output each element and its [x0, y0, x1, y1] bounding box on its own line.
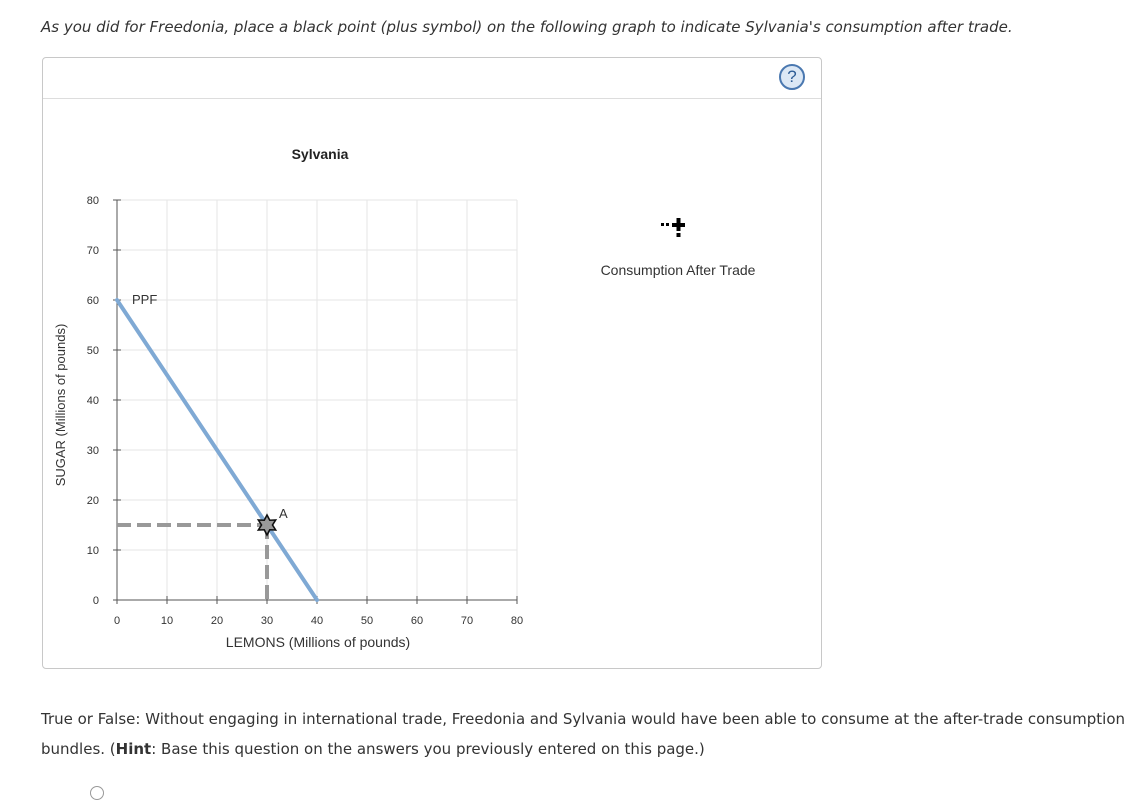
y-axis-label: SUGAR (Millions of pounds) — [53, 324, 68, 487]
plus-icon-vertical — [676, 218, 681, 231]
help-button[interactable]: ? — [779, 64, 805, 90]
point-guides — [117, 523, 269, 600]
x-tick-label-30: 30 — [261, 615, 273, 627]
question-text-start: True or False: Without engaging in inter… — [41, 710, 1126, 758]
point-marker-A[interactable] — [256, 513, 278, 537]
data-points[interactable]: A — [256, 506, 288, 537]
x-tick-label-50: 50 — [361, 615, 373, 627]
y-tick-label-40: 40 — [87, 395, 99, 407]
y-tick-label-30: 30 — [87, 445, 99, 457]
grid-lines — [117, 199, 518, 600]
true-false-question: True or False: Without engaging in inter… — [41, 704, 1141, 764]
y-tick-label-20: 20 — [87, 495, 99, 507]
plus-symbol-tool[interactable] — [661, 218, 685, 237]
y-tick-label-80: 80 — [87, 195, 99, 207]
plus-icon-tail — [676, 233, 681, 237]
plus-tool-dot-left — [661, 223, 664, 226]
symbol-palette[interactable]: Consumption After Trade — [601, 218, 756, 278]
hint-label: Hint — [115, 740, 152, 758]
x-tick-label-0: 0 — [114, 615, 120, 627]
plus-tool-dot-right — [666, 223, 669, 226]
point-label-A: A — [279, 506, 288, 521]
x-tick-label-70: 70 — [461, 615, 473, 627]
x-tick-label-80: 80 — [511, 615, 523, 627]
x-tick-label-20: 20 — [211, 615, 223, 627]
palette-label-consumption-after-trade: Consumption After Trade — [601, 262, 756, 278]
question-text-end: : Base this question on the answers you … — [151, 740, 705, 758]
ppf-label: PPF — [132, 292, 157, 307]
y-tick-label-10: 10 — [87, 545, 99, 557]
series-lines: PPF — [115, 292, 319, 602]
y-tick-label-50: 50 — [87, 345, 99, 357]
x-tick-label-40: 40 — [311, 615, 323, 627]
x-axis-label: LEMONS (Millions of pounds) — [226, 634, 410, 650]
y-tick-label-60: 60 — [87, 295, 99, 307]
instruction-text: As you did for Freedonia, place a black … — [41, 18, 1013, 36]
x-tick-label-60: 60 — [411, 615, 423, 627]
graph-panel: ? 0 10 20 30 40 50 60 70 80 0 10 20 30 40 50 60 70 80 PPF… — [42, 57, 822, 669]
y-tick-label-70: 70 — [87, 245, 99, 257]
axes — [113, 199, 518, 604]
graph-canvas[interactable]: 0 10 20 30 40 50 60 70 80 0 10 20 30 40 50 60 70 80 PPF A… — [43, 58, 821, 668]
y-tick-label-0: 0 — [93, 595, 99, 607]
answer-radio[interactable] — [90, 786, 104, 800]
ppf-line[interactable] — [115, 298, 319, 602]
tick-labels: 0 10 20 30 40 50 60 70 80 0 10 20 30 40 50 60 70 80 — [87, 195, 523, 627]
x-tick-label-10: 10 — [161, 615, 173, 627]
chart-title: Sylvania — [292, 146, 349, 162]
panel-header: ? — [43, 58, 821, 99]
